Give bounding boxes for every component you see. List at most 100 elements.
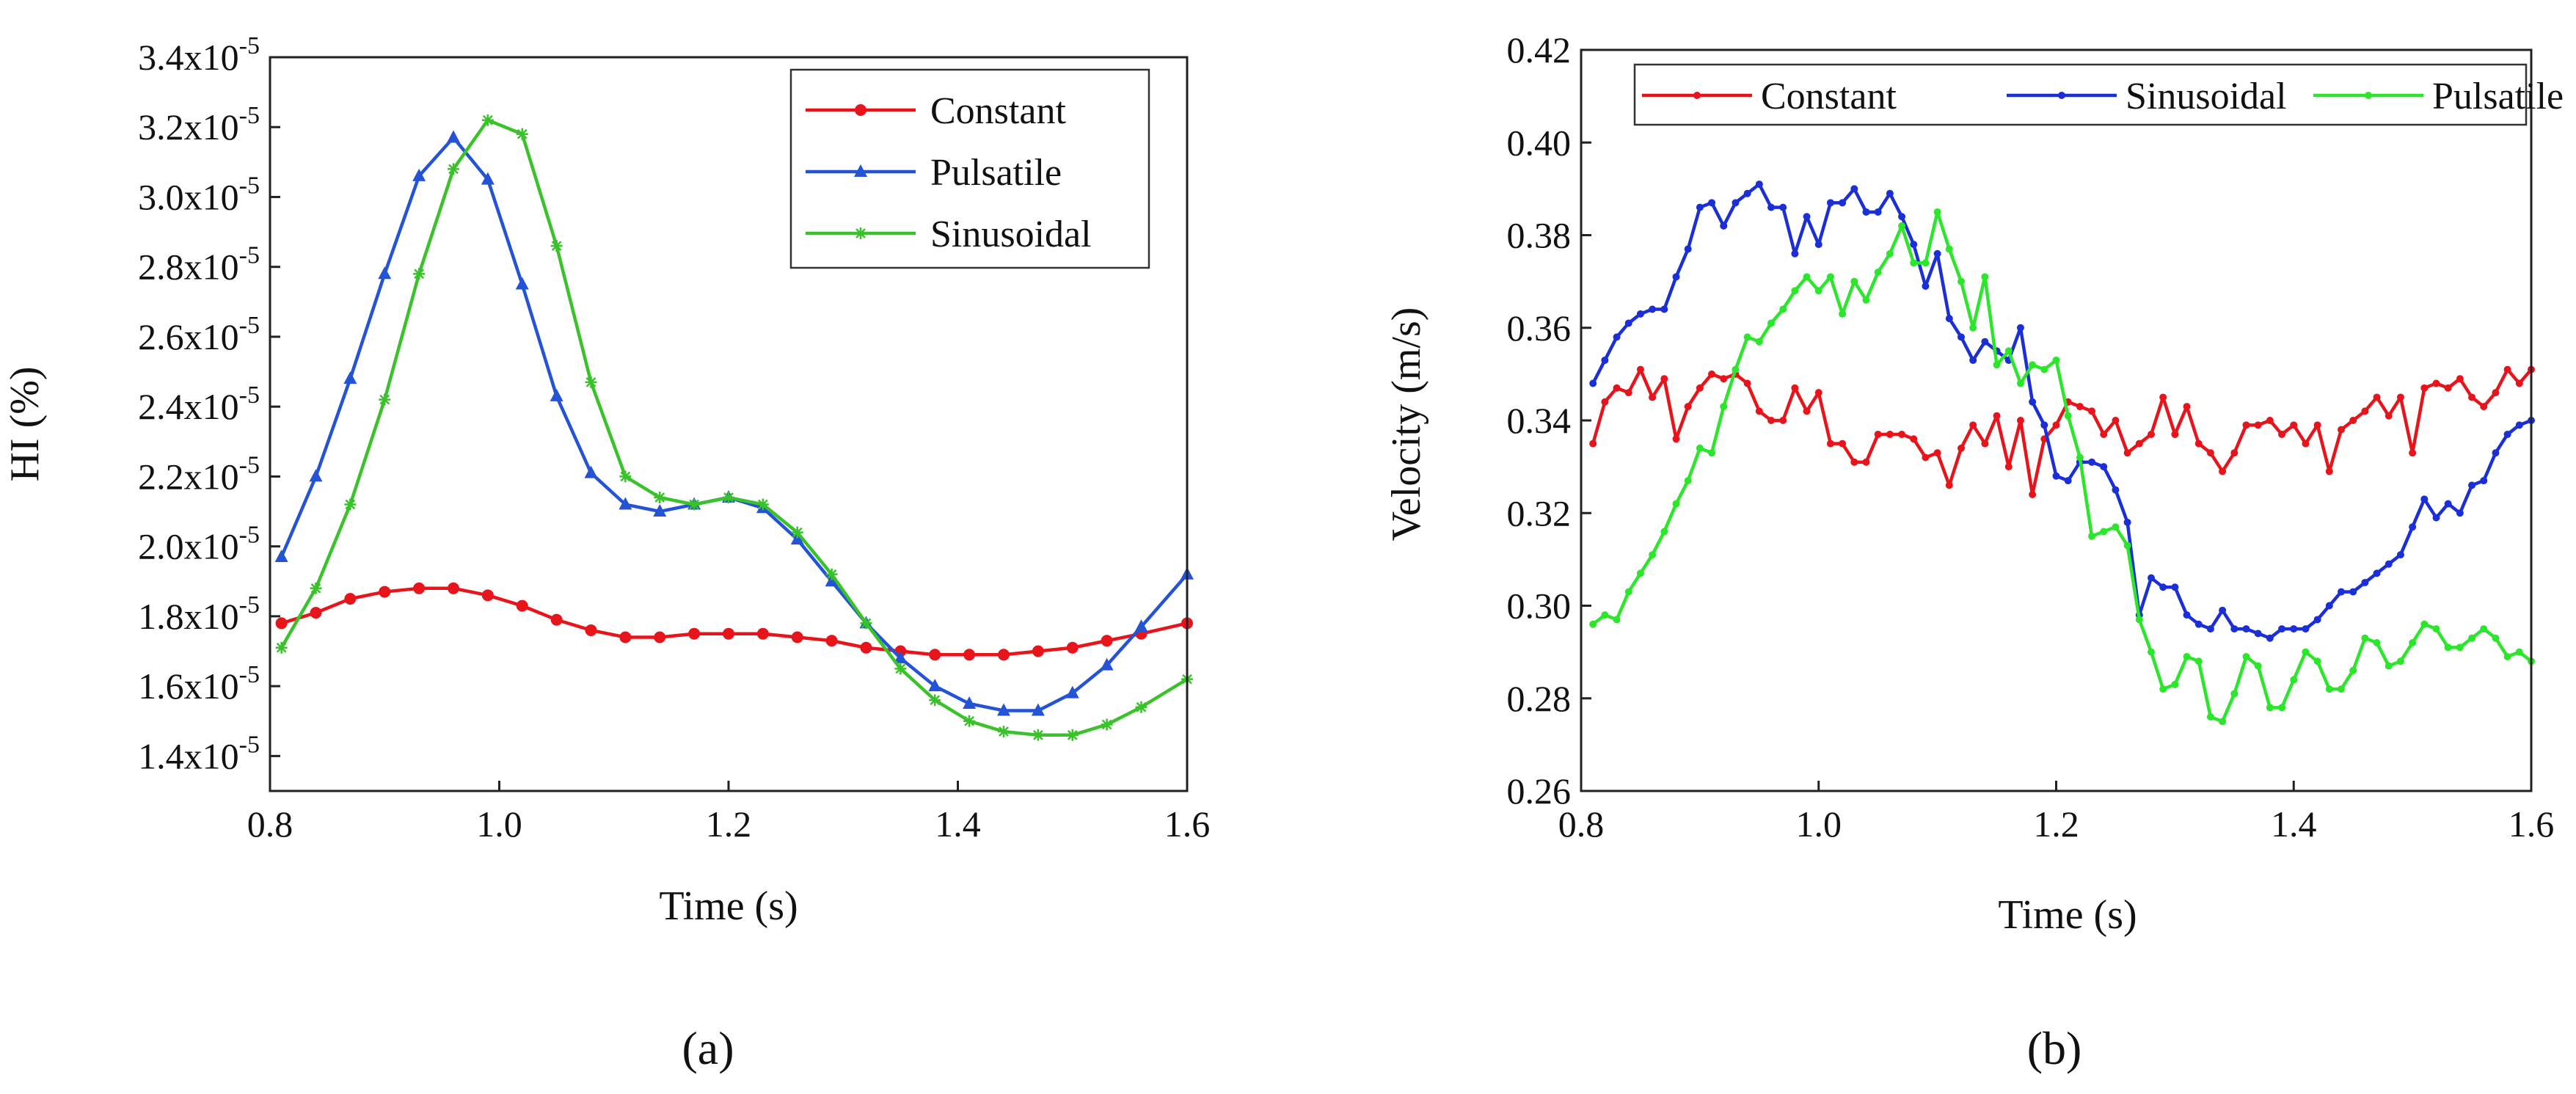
chart-b-series-sinusoidal-point bbox=[1910, 241, 1918, 249]
chart-a-series-sinusoidal-point bbox=[963, 715, 976, 727]
chart-a-series-constant-point bbox=[998, 649, 1010, 661]
chart-b-series-pulsatile-point bbox=[1969, 324, 1977, 332]
chart-b-series-sinusoidal-point bbox=[2396, 551, 2404, 559]
chart-b-ytick-label: 0.40 bbox=[1507, 122, 1572, 163]
chart-a-xtick-label: 1.4 bbox=[935, 803, 981, 845]
chart-b-legend-sinusoidal-label: Sinusoidal bbox=[2126, 76, 2287, 117]
chart-b-series-constant-point bbox=[2361, 407, 2369, 415]
chart-a-series-pulsatile-point bbox=[894, 651, 908, 664]
chart-b-series-pulsatile-point bbox=[2396, 657, 2404, 665]
chart-b-series-sinusoidal-point bbox=[1672, 273, 1680, 281]
chart-b-series-pulsatile-point bbox=[2194, 657, 2203, 665]
chart-b-series-pulsatile-point bbox=[2112, 523, 2120, 531]
chart-b-series-constant-point bbox=[2492, 389, 2500, 397]
chart-a-series-sinusoidal-point bbox=[688, 498, 701, 511]
chart-b-series-constant-point bbox=[2338, 426, 2345, 434]
chart-b-velocity: Velocity (m/s) Time (s) 0.8 1.0 1.2 1.4 1.6 0… bbox=[1384, 29, 2564, 1074]
chart-b-series-constant-point bbox=[2219, 467, 2227, 475]
chart-b-series-pulsatile-point bbox=[1945, 245, 1953, 253]
chart-b-series-sinusoidal-point bbox=[2206, 625, 2214, 633]
chart-a-series-constant-point bbox=[929, 649, 941, 661]
chart-b-series-constant-point bbox=[2385, 412, 2393, 420]
chart-b-series-pulsatile-point bbox=[2016, 379, 2024, 387]
chart-b-series-sinusoidal-point bbox=[2266, 634, 2274, 642]
chart-a-series-sinusoidal-point bbox=[379, 393, 391, 406]
chart-b-series-sinusoidal-point bbox=[2290, 625, 2298, 633]
chart-b-series-pulsatile-point bbox=[1791, 287, 1799, 295]
chart-b-ytick-label: 0.34 bbox=[1507, 400, 1572, 441]
chart-b-ytick-label: 0.36 bbox=[1507, 307, 1572, 349]
chart-a-series-pulsatile-point bbox=[928, 679, 942, 692]
chart-a-series-constant-point bbox=[550, 613, 563, 626]
chart-a-series-sinusoidal-point bbox=[585, 376, 597, 388]
chart-b-series-constant-point bbox=[2480, 403, 2488, 411]
chart-b-xlabel: Time (s) bbox=[1998, 892, 2137, 938]
chart-a-series-sinusoidal-point bbox=[1032, 729, 1044, 741]
chart-b-series-constant-point bbox=[1649, 393, 1657, 401]
chart-b-series-sinusoidal-point bbox=[2361, 578, 2369, 586]
chart-b-series-pulsatile-point bbox=[1814, 287, 1822, 295]
chart-b-series-pulsatile-point bbox=[2290, 676, 2298, 684]
chart-b-series-constant-point bbox=[2206, 449, 2214, 457]
chart-b-ytick-label: 0.32 bbox=[1507, 492, 1572, 533]
chart-a-series-constant-point bbox=[310, 607, 322, 619]
chart-b-series-pulsatile-point bbox=[2052, 356, 2060, 364]
chart-b-series-constant-point bbox=[1886, 430, 1894, 438]
chart-a-series-pulsatile-point bbox=[1134, 619, 1148, 632]
chart-b-series-pulsatile-point bbox=[1732, 365, 1740, 373]
chart-b-series-pulsatile-point bbox=[2515, 648, 2523, 656]
chart-a-series-pulsatile-point bbox=[309, 469, 323, 482]
chart-b-series-pulsatile-line bbox=[1591, 210, 2533, 723]
chart-a-series-sinusoidal-point bbox=[1135, 701, 1147, 713]
chart-b-series-sinusoidal-point bbox=[1886, 189, 1894, 197]
chart-b-series-sinusoidal-point bbox=[1981, 338, 1989, 346]
chart-b-series-pulsatile-point bbox=[2230, 690, 2239, 698]
chart-b-series-constant-point bbox=[1779, 417, 1787, 424]
chart-a-series-constant-line bbox=[280, 586, 1189, 657]
chart-b-series-pulsatile-point bbox=[1684, 477, 1692, 485]
chart-b-series-pulsatile-point bbox=[2373, 639, 2381, 646]
chart-b-series-sinusoidal-point bbox=[2052, 472, 2060, 480]
chart-a-series-sinusoidal-point bbox=[619, 470, 632, 483]
chart-b-series-pulsatile-point bbox=[2088, 532, 2096, 540]
chart-a-series-constant-point bbox=[275, 617, 288, 630]
chart-b-series-sinusoidal-point bbox=[1589, 379, 1597, 387]
chart-a-series-pulsatile-point bbox=[584, 465, 598, 478]
chart-b-series-constant-point bbox=[1922, 453, 1930, 462]
chart-a-series-constant-point bbox=[481, 589, 494, 602]
chart-a-series-constant-point bbox=[756, 627, 769, 640]
chart-b-series-constant-point bbox=[2420, 384, 2429, 392]
chart-b-series-constant-point bbox=[2373, 393, 2381, 401]
chart-a-plot-frame bbox=[269, 56, 1189, 792]
chart-a-series-constant-point bbox=[963, 649, 976, 661]
chart-b-series-sinusoidal-point bbox=[2385, 560, 2393, 568]
chart-b-series-sinusoidal-point bbox=[1649, 305, 1657, 313]
chart-b-series-constant-point bbox=[1624, 389, 1632, 397]
chart-b-series-sinusoidal-point bbox=[2219, 606, 2227, 614]
chart-b-series-sinusoidal-point bbox=[1601, 356, 1609, 364]
chart-a-series-sinusoidal-point bbox=[860, 617, 872, 630]
chart-b-series-pulsatile-point bbox=[1886, 249, 1894, 258]
chart-b-series-sinusoidal-point bbox=[1945, 315, 1953, 323]
chart-b-series-pulsatile-point bbox=[2123, 541, 2131, 550]
chart-b-series-constant-point bbox=[1743, 379, 1751, 387]
chart-b-series-pulsatile-point bbox=[2492, 634, 2500, 642]
chart-a-series-sinusoidal-point bbox=[723, 492, 734, 503]
chart-a-ytick-label: 1.4x10-5 bbox=[138, 731, 260, 776]
chart-a-series-pulsatile-point bbox=[378, 266, 392, 280]
chart-a-legend: Constant Pulsatile Sinusoidal bbox=[789, 68, 1150, 269]
chart-b-series-sinusoidal-point bbox=[1613, 333, 1621, 341]
chart-b-series-sinusoidal-point bbox=[1922, 282, 1930, 290]
chart-b-series-constant-point bbox=[2290, 421, 2298, 429]
chart-b-series-constant-point bbox=[2396, 393, 2404, 401]
chart-b-series-constant-point bbox=[2004, 463, 2013, 471]
chart-b-series-sinusoidal-point bbox=[1660, 305, 1668, 313]
chart-a-series-constant-point bbox=[688, 627, 701, 640]
chart-b-series-constant-point bbox=[1613, 384, 1621, 392]
chart-b-ytick-label: 0.28 bbox=[1507, 678, 1572, 719]
chart-a-legend-constant-marker bbox=[855, 104, 866, 116]
chart-a-series-constant-point bbox=[585, 624, 597, 636]
chart-a-legend-pulsatile-marker bbox=[854, 164, 867, 177]
chart-b-series-pulsatile-point bbox=[1696, 444, 1704, 452]
chart-b-series-constant-point bbox=[1696, 384, 1704, 392]
